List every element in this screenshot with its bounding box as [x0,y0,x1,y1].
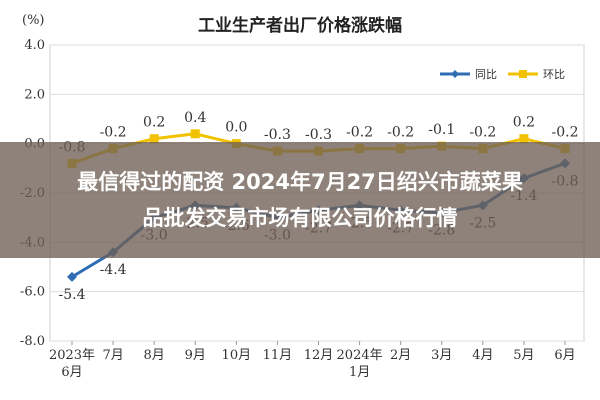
data-label: -0.2 [469,125,496,141]
x-tick-label: 2023年 6月 [49,348,95,380]
data-point [67,271,77,282]
data-label: -0.3 [264,127,291,143]
x-tick-label-line: 6月 [61,365,82,380]
legend-marker [519,70,527,78]
x-tick-label-line: 12月 [304,348,334,363]
data-label: -4.4 [100,262,127,278]
x-tick-label: 4月 [472,348,493,363]
data-point [519,134,529,144]
data-label: -0.1 [428,122,455,138]
x-tick-label: 7月 [102,348,123,363]
x-tick-label-line: 3月 [431,348,452,363]
data-point [190,129,200,139]
overlay-text-line-1: 最信得过的配资 2024年7月27日绍兴市蔬菜果 [77,170,523,194]
chart-title: 工业生产者出厂价格涨跌幅 [198,15,402,36]
x-tick-label: 5月 [513,348,534,363]
y-tick-label: 2.0 [24,87,45,102]
x-tick-label-line: 10月 [222,348,252,363]
legend-label: 环比 [543,68,565,81]
x-tick-label-line: 9月 [185,348,206,363]
x-tick-label: 12月 [304,348,334,363]
data-label: 0.0 [225,120,247,136]
overlay-banner: 最信得过的配资 2024年7月27日绍兴市蔬菜果 品批发交易市场有限公司价格行情 [0,142,600,258]
x-tick-label: 11月 [263,348,293,363]
overlay-text-line-2: 品批发交易市场有限公司价格行情 [142,206,458,230]
x-tick-label: 10月 [222,348,252,363]
x-tick-label-line: 2023年 [49,348,95,363]
x-tick-label: 6月 [554,348,575,363]
x-tick-label: 2月 [390,348,411,363]
x-tick-label-line: 2月 [390,348,411,363]
x-tick-label-line: 2024年 [337,348,383,363]
x-tick-label-line: 11月 [263,348,293,363]
x-tick-label: 2024年 1月 [337,348,383,380]
x-tick-label: 8月 [144,348,165,363]
data-label: 0.2 [513,115,535,131]
legend-label: 同比 [475,68,497,81]
y-tick-label: -8.0 [20,334,45,349]
x-tick-label-line: 4月 [472,348,493,363]
x-tick-label-line: 8月 [144,348,165,363]
data-point [149,134,159,144]
data-label: -0.2 [346,125,373,141]
x-tick-label: 3月 [431,348,452,363]
y-tick-label: -6.0 [20,285,45,300]
data-label: -0.2 [100,125,127,141]
data-label: 0.2 [143,115,165,131]
data-label: -0.2 [552,125,579,141]
x-tick-label-line: 6月 [554,348,575,363]
x-axis: 2023年 6月 7月 8月 9月 10月 11月 12月 2024年 1月 2月 3月 4月 5月 6月 [49,341,576,380]
data-label: -0.3 [305,127,332,143]
y-tick-label: 4.0 [24,38,45,53]
y-unit-label: (%) [22,13,45,28]
x-tick-label-line: 5月 [513,348,534,363]
x-tick-label-line: 7月 [102,348,123,363]
data-label: 0.4 [184,110,206,126]
data-label: -0.2 [387,125,414,141]
x-tick-label-line: 1月 [349,365,370,380]
x-tick-label: 9月 [185,348,206,363]
data-label: -5.4 [59,287,86,303]
legend-marker [451,70,459,78]
legend: 同比 环比 [440,68,565,81]
